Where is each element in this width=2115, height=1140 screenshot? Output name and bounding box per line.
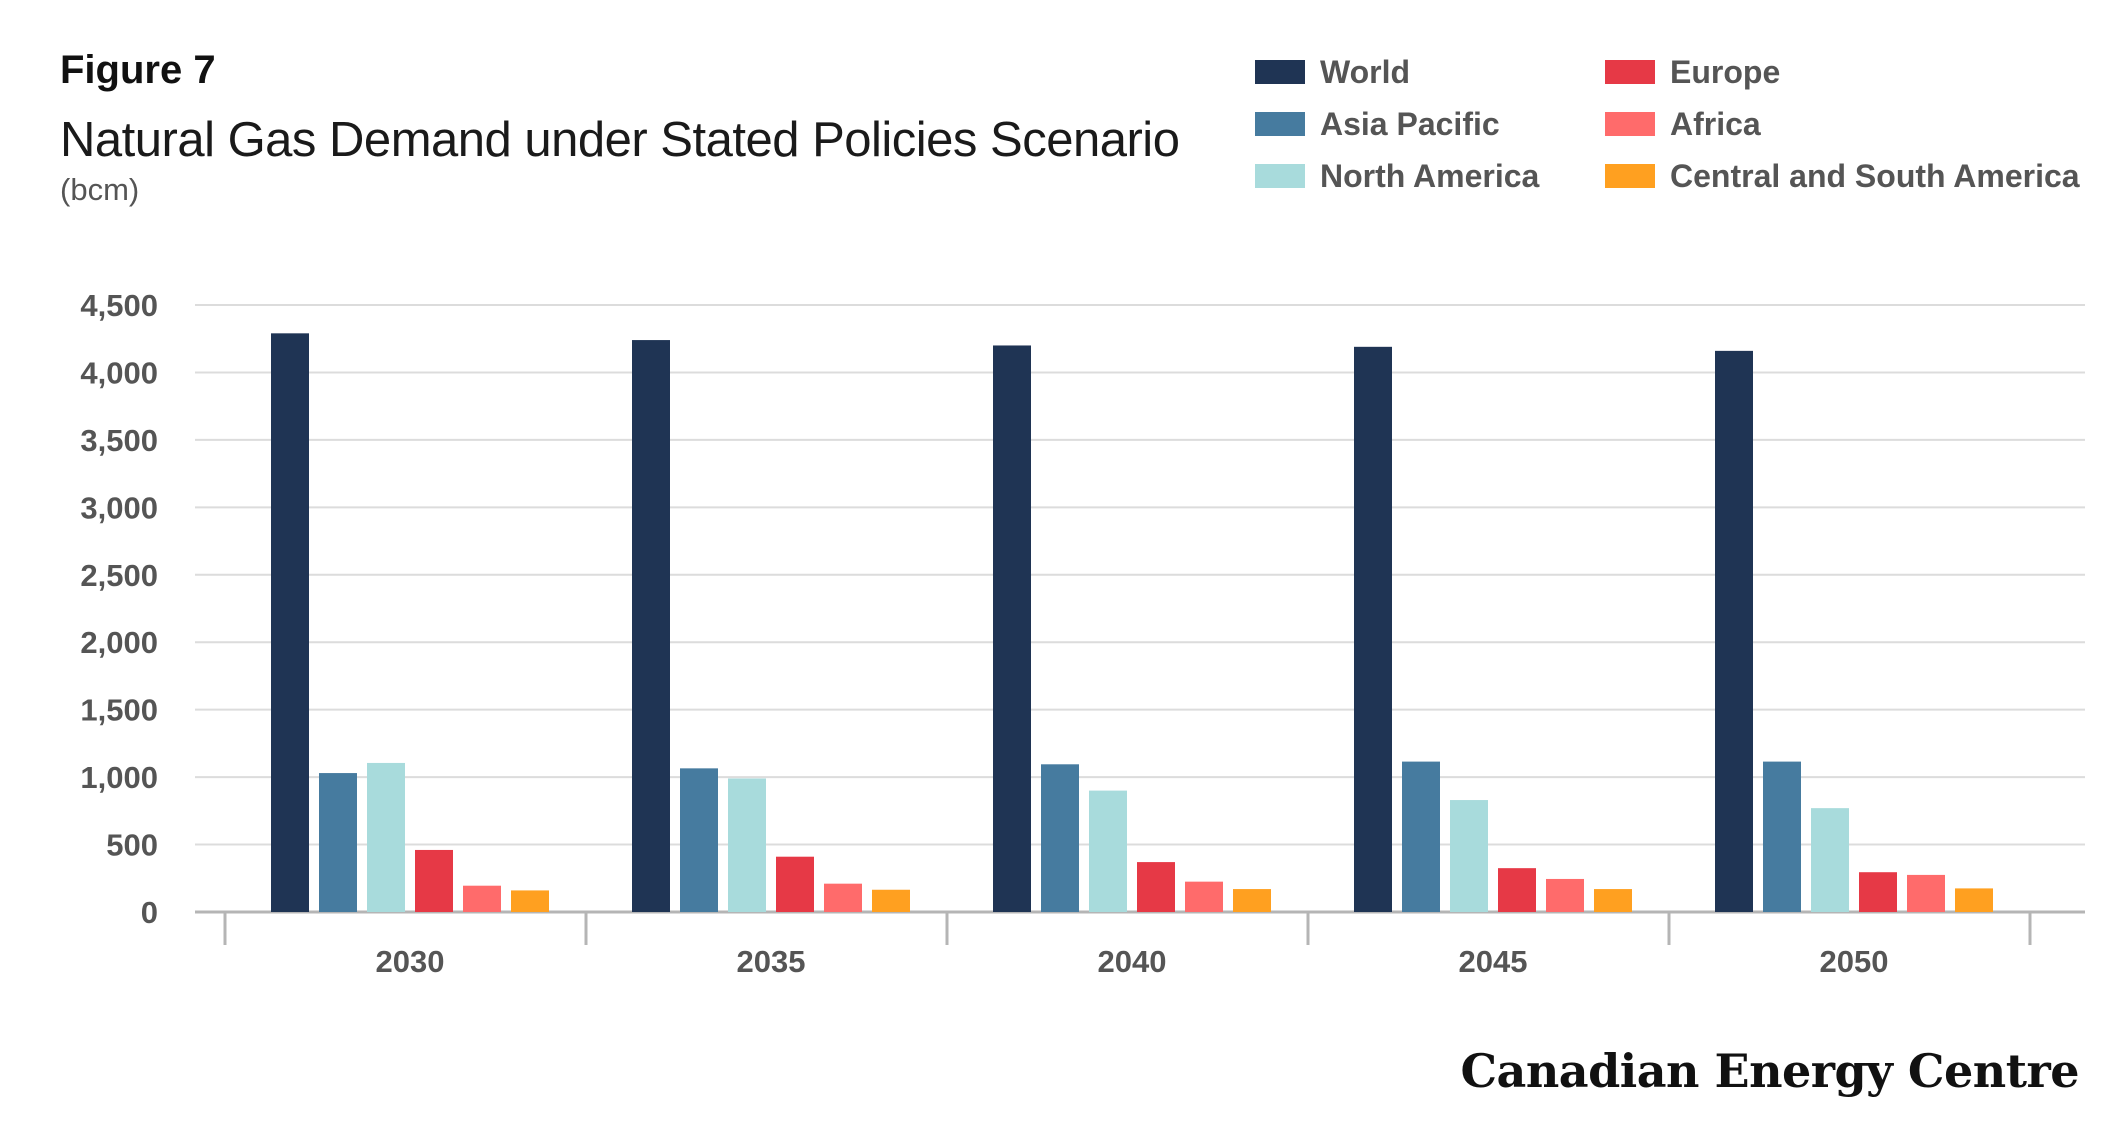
bar-world-2045 [1354, 346, 1392, 912]
x-tick-label: 2045 [1459, 944, 1528, 979]
bar-central-and-south-america-2035 [872, 889, 910, 912]
bar-africa-2040 [1185, 881, 1223, 912]
bar-asia-pacific-2050 [1763, 761, 1801, 912]
bar-north-america-2045 [1450, 800, 1488, 912]
bar-asia-pacific-2040 [1041, 764, 1079, 912]
bar-chart: 0 500 1,000 1,500 2,000 2,500 3,000 3,500 4,000 4… [80, 288, 2085, 979]
figure-label: Figure 7 [60, 48, 216, 92]
y-tick-label: 3,500 [80, 423, 158, 458]
bar-central-and-south-america-2030 [511, 890, 549, 912]
chart-unit: (bcm) [60, 172, 140, 207]
legend-swatch [1255, 60, 1305, 84]
y-tick-label: 500 [106, 828, 158, 863]
y-tick-label: 2,000 [80, 625, 158, 660]
y-tick-label: 1,500 [80, 693, 158, 728]
y-tick-label: 3,000 [80, 490, 158, 525]
y-tick-label: 0 [141, 895, 158, 930]
legend-item: World [1255, 52, 1410, 92]
bar-europe-2045 [1498, 868, 1536, 912]
bar-world-2040 [993, 345, 1031, 912]
chart-legend: World Asia Pacific North America Europe Afri… [1255, 52, 2095, 222]
bar-africa-2030 [463, 885, 501, 912]
bar-north-america-2035 [728, 778, 766, 912]
legend-swatch [1605, 112, 1655, 136]
legend-item: Asia Pacific [1255, 104, 1500, 144]
legend-swatch [1255, 112, 1305, 136]
bar-europe-2050 [1859, 872, 1897, 912]
brand-logo: Canadian Energy Centre [1460, 1044, 2079, 1098]
legend-label: Central and South America [1670, 157, 2080, 194]
bar-europe-2030 [415, 849, 453, 912]
bar-central-and-south-america-2050 [1955, 888, 1993, 912]
legend-item: Europe [1605, 52, 1780, 92]
bar-world-2030 [271, 333, 309, 912]
bar-world-2050 [1715, 350, 1753, 913]
y-tick-label: 1,000 [80, 760, 158, 795]
bar-north-america-2050 [1811, 808, 1849, 912]
legend-label: Africa [1670, 105, 1761, 142]
bar-asia-pacific-2045 [1402, 761, 1440, 912]
legend-label: World [1320, 53, 1411, 90]
x-tick-label: 2050 [1820, 944, 1889, 979]
legend-item: North America [1255, 156, 1539, 196]
legend-item: Africa [1605, 104, 1761, 144]
chart-title: Natural Gas Demand under Stated Policies… [60, 113, 1180, 167]
legend-label: Europe [1670, 53, 1781, 90]
bar-africa-2050 [1907, 874, 1945, 912]
y-tick-label: 2,500 [80, 558, 158, 593]
y-tick-label: 4,500 [80, 288, 158, 323]
bar-central-and-south-america-2040 [1233, 889, 1271, 912]
bar-europe-2040 [1137, 862, 1175, 912]
y-tick-label: 4,000 [80, 355, 158, 390]
legend-label: North America [1320, 157, 1540, 194]
bar-africa-2035 [824, 883, 862, 912]
legend-swatch [1605, 60, 1655, 84]
x-tick-label: 2035 [737, 944, 806, 979]
bar-world-2035 [632, 340, 670, 912]
bar-asia-pacific-2030 [319, 773, 357, 912]
x-tick-label: 2030 [376, 944, 445, 979]
bar-asia-pacific-2035 [680, 768, 718, 912]
legend-swatch [1605, 164, 1655, 188]
legend-item: Central and South America [1605, 156, 2080, 196]
bar-europe-2035 [776, 856, 814, 912]
bar-north-america-2030 [367, 762, 405, 912]
legend-label: Asia Pacific [1320, 105, 1500, 142]
bar-central-and-south-america-2045 [1594, 889, 1632, 912]
bar-north-america-2040 [1089, 790, 1127, 912]
x-tick-label: 2040 [1098, 944, 1167, 979]
legend-swatch [1255, 164, 1305, 188]
bar-africa-2045 [1546, 878, 1584, 912]
